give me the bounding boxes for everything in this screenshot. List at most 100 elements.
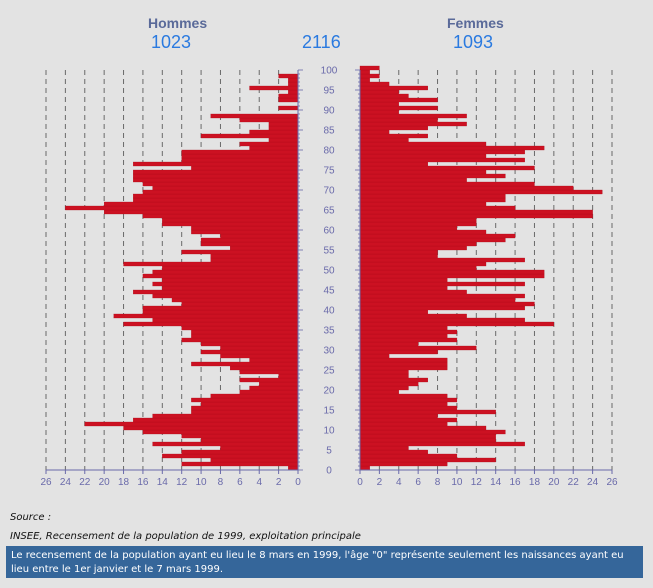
men-x-tick-label: 10 (196, 477, 208, 488)
men-bar (133, 289, 299, 295)
women-bar (359, 253, 438, 259)
men-bar (152, 269, 299, 275)
men-bar (200, 349, 299, 355)
women-bar (359, 197, 506, 203)
men-bar (191, 225, 299, 231)
women-bar (359, 141, 487, 147)
women-bar (359, 193, 506, 199)
men-bar (181, 301, 299, 307)
men-bar (181, 433, 299, 439)
age-tick-label: 65 (323, 206, 335, 217)
men-bar (142, 305, 299, 311)
men-bar (191, 361, 299, 367)
men-bar (133, 173, 299, 179)
men-bar (239, 369, 299, 375)
women-bar (359, 137, 409, 143)
women-bar (359, 325, 448, 331)
men-bar (181, 461, 299, 467)
women-bar (359, 113, 467, 119)
women-bar (359, 245, 467, 251)
population-pyramid-chart: 0510152025303540455055606570758085909510… (40, 66, 618, 489)
age-tick-label: 70 (323, 186, 335, 197)
women-bar (359, 257, 525, 263)
women-bar (359, 353, 390, 359)
women-x-tick-label: 10 (451, 477, 463, 488)
women-bar (359, 373, 409, 379)
women-x-tick-label: 14 (490, 477, 502, 488)
men-bar (142, 273, 299, 279)
women-x-tick-label: 4 (396, 477, 402, 488)
men-bar (230, 365, 299, 371)
women-bar (359, 221, 477, 227)
men-bar (142, 189, 299, 195)
women-bar (359, 105, 438, 111)
men-bar (152, 413, 299, 419)
men-bar (288, 89, 299, 95)
age-tick-label: 15 (323, 406, 335, 417)
men-bar (200, 341, 299, 347)
men-bar (220, 345, 299, 351)
women-x-tick-label: 24 (587, 477, 599, 488)
age-tick-label: 35 (323, 326, 335, 337)
men-bar (181, 249, 299, 255)
men-bar (181, 157, 299, 163)
women-bar (359, 205, 516, 211)
women-bar (359, 297, 516, 303)
men-bar (278, 73, 299, 79)
men-bar (239, 389, 299, 395)
women-bar (359, 97, 438, 103)
men-bar (288, 77, 299, 83)
women-bar (359, 457, 496, 463)
age-tick-label: 30 (323, 346, 335, 357)
women-bar (359, 273, 545, 279)
men-bar (162, 221, 299, 227)
women-bar (359, 449, 428, 455)
women-bar (359, 397, 458, 403)
men-x-tick-label: 24 (60, 477, 72, 488)
women-bar (359, 377, 428, 383)
women-bar (359, 301, 535, 307)
women-bar (359, 357, 448, 363)
men-bar (230, 245, 299, 251)
women-bar (359, 281, 525, 287)
men-bar (191, 333, 299, 339)
men-x-tick-label: 0 (295, 477, 301, 488)
men-bar (249, 357, 299, 363)
men-bar (191, 165, 299, 171)
men-bar (181, 149, 299, 155)
women-bar (359, 269, 545, 275)
women-bar (359, 425, 487, 431)
men-bar (259, 381, 299, 387)
age-tick-label: 5 (326, 446, 332, 457)
men-bar (123, 425, 299, 431)
women-bar (359, 329, 458, 335)
men-bar (239, 117, 299, 123)
women-x-tick-label: 18 (529, 477, 541, 488)
age-tick-label: 85 (323, 126, 335, 137)
women-bar (359, 393, 448, 399)
men-bar (191, 409, 299, 415)
women-bar (359, 161, 428, 167)
women-bar (359, 229, 487, 235)
women-bar (359, 389, 399, 395)
women-bar (359, 185, 574, 191)
men-bar (181, 325, 299, 331)
men-bar (142, 213, 299, 219)
women-bar (359, 85, 428, 91)
women-bar (359, 345, 477, 351)
women-bar (359, 177, 467, 183)
women-bar (359, 149, 525, 155)
women-bar (359, 413, 438, 419)
women-x-tick-label: 2 (377, 477, 383, 488)
men-bar (200, 437, 299, 443)
women-bar (359, 453, 458, 459)
women-bar (359, 181, 535, 187)
women-bar (359, 81, 390, 87)
men-x-tick-label: 18 (118, 477, 130, 488)
age-tick-label: 20 (323, 386, 335, 397)
women-bar (359, 133, 428, 139)
grand-total: 2116 (302, 32, 341, 52)
men-bar (162, 453, 299, 459)
women-bar (359, 361, 448, 367)
men-bar (200, 133, 299, 139)
